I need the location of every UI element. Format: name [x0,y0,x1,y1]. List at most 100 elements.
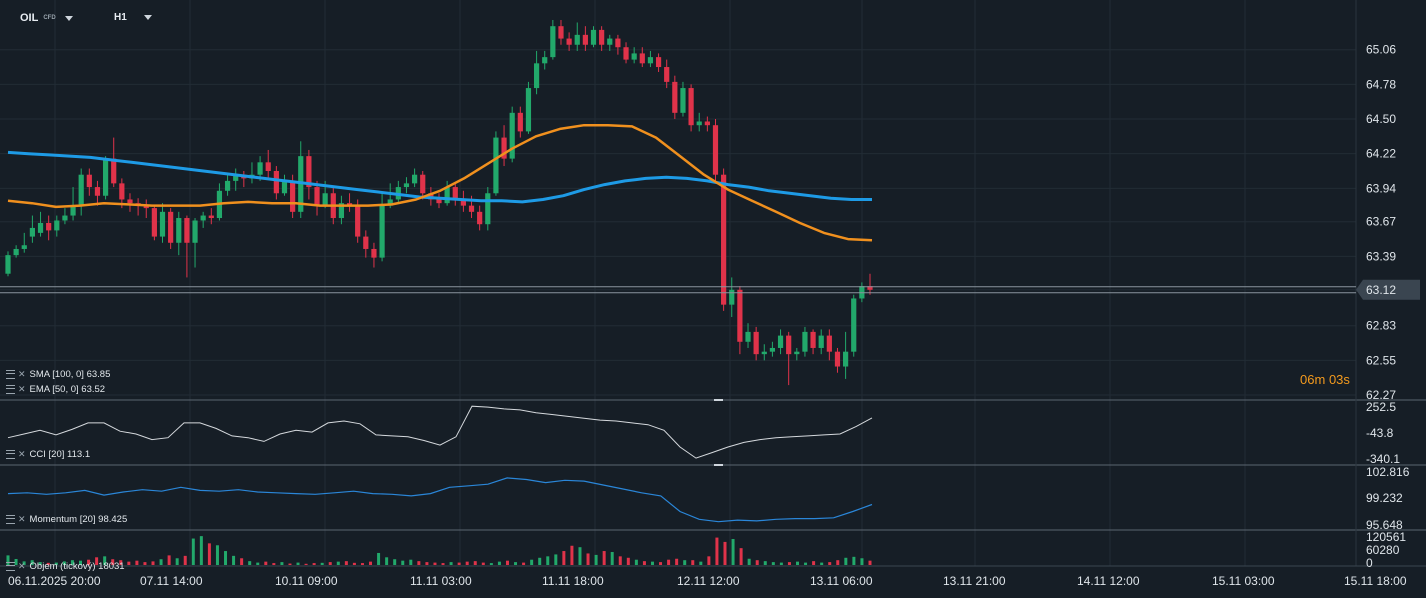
volume-bar [393,559,397,565]
candle-body [737,289,743,342]
candle-body [436,199,442,204]
ema-50-line [7,123,873,242]
volume-label: Objem (tickový) 18031 [29,561,125,572]
candle-body [590,29,597,45]
timeframe-selector[interactable]: H1 [114,12,152,23]
candle-body [233,174,239,181]
volume-bar [868,560,872,565]
volume-bar [79,560,83,565]
volume-bar [570,545,574,565]
candle-body [265,162,271,171]
symbol-selector[interactable]: OIL CFD [20,12,73,24]
ema-label: EMA [50, 0] 63.52 [29,384,106,395]
ema-legend[interactable]: ✕ EMA [50, 0] 63.52 [6,384,105,395]
time-tick-label: 13.11 06:00 [810,574,873,588]
volume-bar [691,560,695,565]
sma-legend[interactable]: ✕ SMA [100, 0] 63.85 [6,369,110,380]
candle-body [607,38,613,45]
volume-bar [522,562,526,565]
time-tick-label: 07.11 14:00 [140,574,203,588]
candle-body [371,248,377,258]
volume-bar [312,563,316,565]
symbol-suffix: CFD [43,15,56,21]
volume-bar [143,562,147,565]
volume-bar [377,552,381,565]
candle-body [623,47,629,60]
candle-body [355,205,361,237]
volume-bar [320,562,324,565]
volume-bar [626,557,630,565]
settings-lines-icon[interactable] [6,562,15,571]
volume-bar [844,557,848,565]
settings-lines-icon[interactable] [6,370,15,379]
candle-body [647,57,654,64]
candle-body [851,298,857,352]
volume-bar [344,561,348,565]
cci-tick-label: 252.5 [1366,400,1396,414]
time-tick-label: 14.11 12:00 [1077,574,1140,588]
candle-body [208,215,214,219]
countdown-min-unit: m [1314,372,1326,387]
volume-bar [103,556,107,565]
candle-body [558,26,564,39]
volume-bar [215,545,219,565]
volume-bar [119,560,123,565]
candle-body [86,174,92,188]
candle-body [631,53,637,60]
volume-bar [46,562,50,565]
price-tick-label: 63.39 [1366,249,1396,263]
candle-body [460,199,466,206]
volume-bar [352,562,356,565]
settings-lines-icon[interactable] [6,450,15,459]
volume-bar [207,543,211,565]
momentum-tick-label: 102.816 [1366,465,1410,479]
volume-bar [280,562,284,565]
volume-bar [852,556,856,565]
candle-body [753,331,759,355]
volume-bar [175,558,179,565]
volume-bar [127,561,131,565]
panel-resize-handle [714,399,723,401]
close-icon[interactable]: ✕ [18,514,26,524]
volume-bar [538,557,542,565]
volume-bar [328,562,332,565]
candle-body [322,193,328,206]
candle-body [859,286,865,299]
candle-body [46,222,52,231]
volume-bar [296,562,300,565]
volume-bar [473,561,477,565]
momentum-legend[interactable]: ✕ Momentum [20] 98.425 [6,514,127,525]
candle-body [826,335,832,352]
cci-legend[interactable]: ✕ CCI [20] 113.1 [6,449,90,460]
volume-legend[interactable]: ✕ Objem (tickový) 18031 [6,561,125,572]
settings-lines-icon[interactable] [6,515,15,524]
chevron-down-icon [64,15,73,21]
volume-bar [739,548,743,565]
volume-bar [497,561,501,565]
candle-body [712,125,719,175]
cci-tick-label: -43.8 [1366,426,1394,440]
candle-body [224,180,231,191]
close-icon[interactable]: ✕ [18,561,26,571]
volume-bar [731,539,735,565]
candle-body [281,180,288,194]
volume-bar [369,561,373,565]
volume-bar [232,555,236,565]
time-tick-label: 06.11.2025 20:00 [8,574,101,588]
volume-bar [70,560,74,565]
volume-bar [240,558,244,565]
candle-body [314,187,320,206]
settings-lines-icon[interactable] [6,385,15,394]
price-tick-label: 64.50 [1366,112,1396,126]
countdown-min: 06 [1300,372,1315,387]
candle-body [13,248,19,256]
close-icon[interactable]: ✕ [18,449,26,459]
candle-body [200,215,206,221]
candle-body [338,203,345,219]
volume-bar [465,561,469,565]
close-icon[interactable]: ✕ [18,384,26,394]
candle-body [452,187,458,200]
volume-bar [747,558,751,565]
close-icon[interactable]: ✕ [18,369,26,379]
